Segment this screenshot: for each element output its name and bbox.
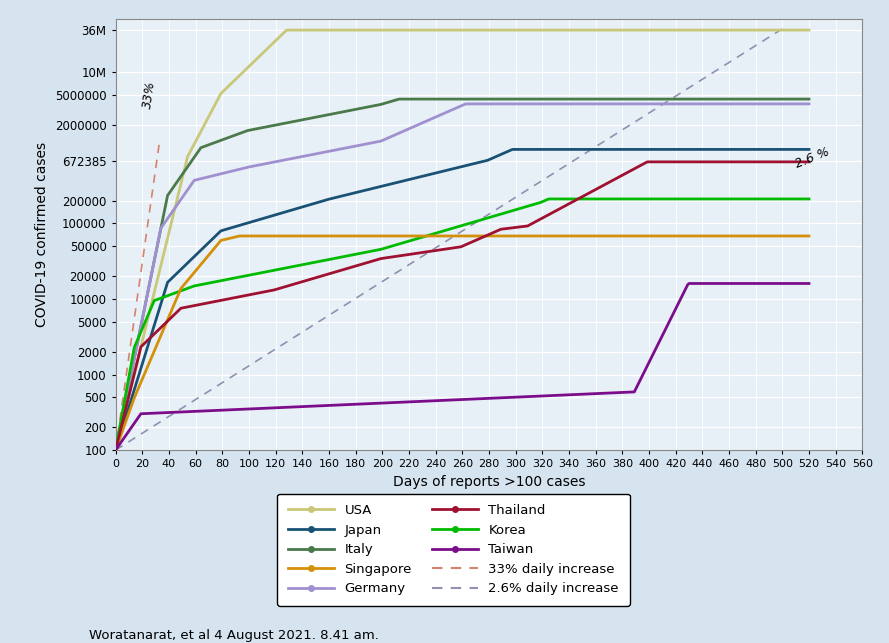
Text: Woratanarat, et al 4 August 2021. 8.41 am.: Woratanarat, et al 4 August 2021. 8.41 a… [89,629,379,642]
X-axis label: Days of reports >100 cases: Days of reports >100 cases [393,475,585,489]
Text: 33%: 33% [140,80,157,109]
Legend: USA, Japan, Italy, Singapore, Germany, Thailand, Korea, Taiwan, 33% daily increa: USA, Japan, Italy, Singapore, Germany, T… [277,494,629,606]
Y-axis label: COVID-19 confirmed cases: COVID-19 confirmed cases [36,142,49,327]
Text: 2.6 %: 2.6 % [793,145,831,170]
